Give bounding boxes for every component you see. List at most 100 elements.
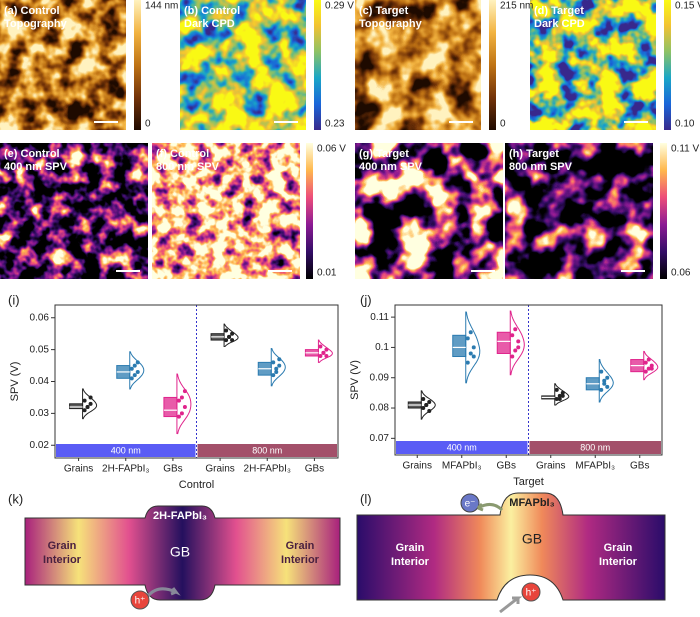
data-point	[427, 399, 432, 404]
gb-phase: MFAPbI₃	[509, 497, 554, 509]
map-label: Topography	[359, 18, 423, 30]
map-image	[530, 0, 656, 130]
data-point	[649, 366, 654, 371]
data-point	[643, 360, 648, 365]
data-point	[274, 369, 279, 374]
data-point	[510, 333, 515, 338]
data-point	[516, 339, 521, 344]
violin	[82, 388, 98, 420]
data-point	[599, 387, 604, 392]
map-label: (h) Target	[509, 148, 559, 160]
colorbar	[664, 0, 671, 130]
group-band	[56, 444, 196, 457]
data-point	[557, 396, 562, 401]
grain-label: Interior	[599, 556, 638, 568]
x-tick-label: GBs	[163, 464, 182, 475]
arrow	[499, 596, 523, 614]
group-label: 400 nm	[111, 445, 141, 455]
panel-label: (k)	[8, 491, 23, 506]
arrow	[476, 502, 504, 512]
colorbar-min: 0.01	[317, 268, 337, 279]
violin	[465, 311, 481, 384]
y-axis-label: SPV (V)	[349, 360, 361, 400]
hole	[130, 590, 150, 610]
data-point	[465, 360, 470, 365]
carrier: e⁻	[465, 499, 476, 510]
y-tick-label: 0.04	[30, 376, 50, 387]
violin	[509, 310, 525, 376]
y-tick-label: 0.02	[30, 440, 50, 451]
x-tick-label: GBs	[497, 461, 516, 472]
data-point	[468, 351, 473, 356]
colorbar	[660, 143, 667, 279]
data-point	[176, 398, 181, 403]
data-point	[129, 366, 134, 371]
data-point	[132, 363, 137, 368]
data-point	[82, 398, 87, 403]
carrier: h⁺	[135, 596, 146, 607]
box	[452, 334, 467, 358]
data-point	[224, 338, 229, 343]
panel-label: (i)	[8, 292, 20, 307]
data-point	[554, 387, 559, 392]
data-point	[129, 376, 134, 381]
violin	[317, 339, 333, 363]
data-point	[277, 357, 282, 362]
data-point	[135, 369, 140, 374]
y-tick-label: 0.08	[370, 403, 390, 414]
data-point	[318, 344, 323, 349]
map-label: (d) Target	[534, 5, 584, 17]
diagram-k: (k) 2H-FAPbI₃ GB Grain Interior Grain In…	[8, 491, 341, 610]
data-point	[516, 345, 521, 350]
violin	[270, 348, 286, 387]
group-band	[529, 441, 661, 454]
data-point	[421, 396, 426, 401]
data-point	[599, 369, 604, 374]
gb-label: GB	[522, 531, 542, 547]
colorbar-max: 0.11 V	[671, 144, 699, 155]
data-point	[510, 354, 515, 359]
y-tick-label: 0.09	[370, 372, 390, 383]
x-tick-label: MFAPbI₃	[442, 461, 482, 472]
grain-label: Grain	[604, 542, 633, 554]
group-band	[396, 441, 528, 454]
map-image	[355, 143, 503, 279]
data-point	[277, 363, 282, 368]
map-label: Dark CPD	[184, 18, 235, 30]
grain-label: Grain	[48, 540, 77, 552]
data-point	[513, 327, 518, 332]
colorbar-max: 0.06 V	[317, 144, 346, 155]
diagram-l: (l) MFAPbI₃ GB Grain Interior Grain Inte…	[356, 491, 666, 614]
x-axis-label: Target	[513, 476, 544, 488]
map-label: (f) Control	[156, 148, 209, 160]
y-tick-label: 0.1	[375, 342, 389, 353]
x-tick-label: MFAPbI₃	[575, 461, 615, 472]
box	[163, 396, 178, 418]
map-label: Topography	[4, 18, 68, 30]
x-tick-label: Grains	[403, 461, 432, 472]
data-point	[230, 338, 235, 343]
x-tick-label: Grains	[205, 464, 234, 475]
map-image	[505, 143, 653, 279]
data-point	[271, 360, 276, 365]
data-point	[557, 393, 562, 398]
data-point	[88, 395, 93, 400]
data-point	[182, 389, 187, 394]
group-label: 800 nm	[252, 445, 282, 455]
map-label: (a) Control	[4, 5, 60, 17]
grain-label: Interior	[281, 554, 320, 566]
electron	[460, 493, 480, 513]
data-point	[465, 336, 470, 341]
data-point	[179, 395, 184, 400]
colorbar	[134, 0, 141, 130]
violin	[176, 373, 192, 435]
data-point	[646, 357, 651, 362]
colorbar-max: 215 nm	[500, 1, 533, 12]
data-point	[179, 411, 184, 416]
map-label: (e) Control	[4, 148, 60, 160]
map-image	[0, 0, 126, 130]
data-point	[513, 348, 518, 353]
data-point	[602, 381, 607, 386]
colorbar-min: 0.23	[325, 119, 345, 130]
